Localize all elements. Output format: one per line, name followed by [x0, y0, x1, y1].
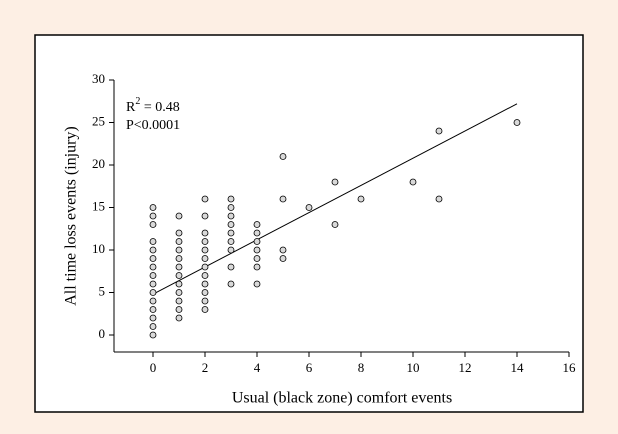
point: [149, 255, 157, 262]
point: [149, 204, 157, 211]
point: [201, 238, 209, 245]
point: [175, 280, 183, 288]
point: [253, 221, 261, 228]
x-tick-label: 10: [407, 360, 420, 375]
y-tick-label: 30: [92, 71, 105, 86]
point: [253, 255, 261, 262]
point: [175, 229, 183, 237]
x-tick-label: 2: [202, 360, 209, 375]
point: [149, 238, 157, 245]
point: [149, 289, 157, 296]
point: [331, 178, 339, 186]
point: [201, 195, 209, 203]
point: [201, 297, 209, 305]
point: [357, 195, 365, 203]
point: [305, 204, 313, 211]
point: [227, 280, 235, 288]
point: [201, 263, 209, 271]
x-tick-label: 12: [459, 360, 472, 375]
y-tick-label: 10: [92, 241, 105, 256]
x-tick-label: 4: [254, 360, 261, 375]
y-tick-label: 5: [99, 283, 106, 298]
point: [149, 306, 157, 313]
point: [253, 246, 261, 254]
point: [201, 280, 209, 288]
r-squared: R2 = 0.48: [126, 96, 180, 115]
sup: 2: [135, 96, 140, 107]
y-axis-label: All time loss events (injury): [63, 126, 80, 306]
point: [227, 246, 235, 254]
point: [149, 212, 157, 220]
point: [149, 331, 157, 339]
point: [175, 289, 183, 296]
point: [227, 263, 235, 271]
point: [227, 204, 235, 211]
point: [149, 272, 157, 279]
trend-line: [152, 103, 518, 295]
point: [175, 212, 183, 220]
point: [227, 238, 235, 245]
point: [279, 255, 287, 262]
y-tick-label: 20: [92, 156, 105, 171]
point: [201, 229, 209, 237]
point: [435, 195, 443, 203]
point: [175, 314, 183, 322]
point: [149, 246, 157, 254]
y-tick-label: 0: [99, 326, 106, 341]
point: [435, 127, 443, 135]
point: [175, 272, 183, 279]
y-tick-label: 25: [92, 113, 105, 128]
p-value: P<0.0001: [126, 118, 180, 133]
chart-frame: [34, 34, 584, 413]
point: [149, 314, 157, 322]
point: [175, 263, 183, 271]
point: [227, 229, 235, 237]
r: R: [126, 100, 136, 115]
point: [227, 221, 235, 228]
point: [175, 306, 183, 313]
point: [279, 195, 287, 203]
point: [331, 221, 339, 228]
x-tick-label: 0: [150, 360, 157, 375]
x-tick-label: 14: [511, 360, 525, 375]
point: [409, 178, 417, 186]
y-tick-label: 15: [92, 198, 105, 213]
point: [201, 212, 209, 220]
point: [253, 280, 261, 288]
point: [149, 263, 157, 271]
point: [201, 289, 209, 296]
point: [149, 221, 157, 228]
point: [175, 297, 183, 305]
point: [201, 246, 209, 254]
point: [175, 246, 183, 254]
point: [201, 306, 209, 313]
point: [201, 255, 209, 262]
r-value: = 0.48: [140, 100, 179, 115]
point: [227, 212, 235, 220]
x-axis-label: Usual (black zone) comfort events: [232, 390, 452, 407]
point: [201, 272, 209, 279]
point: [149, 297, 157, 305]
point: [253, 263, 261, 271]
point: [227, 195, 235, 203]
point: [175, 238, 183, 245]
point: [253, 238, 261, 245]
x-tick-label: 6: [306, 360, 313, 375]
point: [513, 119, 521, 126]
x-tick-label: 8: [358, 360, 365, 375]
point: [253, 229, 261, 237]
x-tick-label: 16: [563, 360, 577, 375]
point: [149, 323, 157, 330]
point: [279, 246, 287, 254]
point: [279, 153, 287, 160]
point: [149, 280, 157, 288]
point: [175, 255, 183, 262]
